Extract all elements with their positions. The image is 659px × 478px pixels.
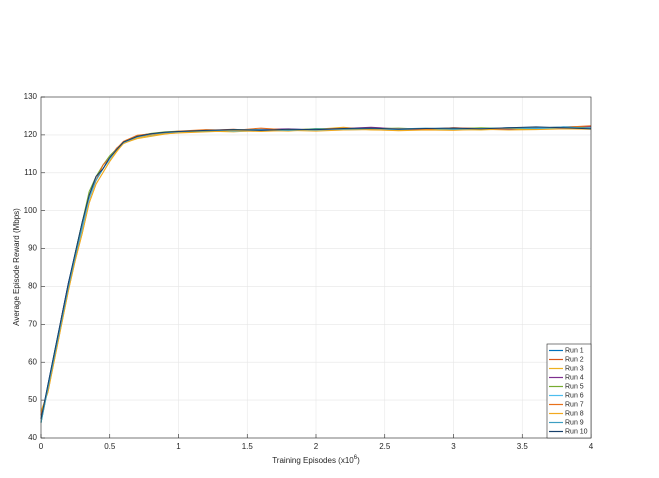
y-axis-label: Average Episode Reward (Mbps)	[12, 208, 21, 326]
series-line	[40, 128, 592, 412]
legend-label: Run 7	[565, 401, 584, 408]
x-tick-label: 1	[176, 442, 181, 451]
legend-label: Run 1	[565, 347, 584, 354]
x-tick-label: 1.5	[242, 442, 254, 451]
x-label-text: Training Episodes (x10	[272, 456, 354, 465]
x-tick-label: 0	[39, 442, 44, 451]
x-label-exponent: 6	[354, 455, 358, 461]
legend-label: Run 4	[565, 374, 584, 381]
x-tick-label: 2.5	[379, 442, 391, 451]
y-tick-label: 110	[24, 168, 37, 177]
legend-label: Run 3	[565, 365, 584, 372]
y-tick-label: 70	[28, 319, 37, 328]
legend-label: Run 6	[565, 392, 584, 399]
x-tick-label: 4	[589, 442, 594, 451]
y-tick-label: 130	[24, 92, 38, 101]
x-label-end: )	[357, 456, 360, 465]
x-tick-label: 3.5	[517, 442, 529, 451]
x-tick-label: 0.5	[104, 442, 116, 451]
legend-label: Run 8	[565, 410, 584, 417]
y-tick-label: 40	[28, 433, 37, 442]
legend-label: Run 10	[565, 428, 588, 435]
legend-label: Run 5	[565, 383, 584, 390]
y-tick-label: 100	[24, 206, 38, 215]
x-tick-label: 2	[314, 442, 319, 451]
legend-label: Run 9	[565, 419, 584, 426]
series-line	[40, 126, 592, 420]
legend-label: Run 2	[565, 356, 584, 363]
axes-box	[40, 96, 592, 439]
x-tick-label: 3	[451, 442, 456, 451]
y-tick-label: 90	[28, 244, 37, 253]
x-axis-label: Training Episodes (x106)	[272, 455, 360, 466]
y-tick-label: 120	[24, 130, 38, 139]
y-tick-label: 50	[28, 395, 37, 404]
y-tick-label: 80	[28, 282, 37, 291]
y-tick-label: 60	[28, 357, 37, 366]
legend: Run 1 Run 2 Run 3 Run 4 Run 5 Run 6 Run 7 Run 8…	[546, 343, 592, 439]
